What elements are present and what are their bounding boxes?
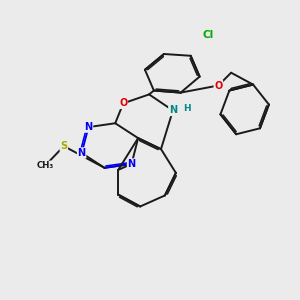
Text: N: N: [128, 159, 136, 169]
Text: N: N: [84, 122, 92, 132]
Text: O: O: [119, 98, 128, 108]
Text: H: H: [183, 104, 191, 113]
Text: O: O: [214, 80, 223, 91]
Text: CH₃: CH₃: [37, 161, 54, 170]
Text: N: N: [78, 148, 86, 158]
Text: Cl: Cl: [203, 30, 214, 40]
Text: N: N: [169, 106, 177, 116]
Text: S: S: [60, 141, 68, 151]
